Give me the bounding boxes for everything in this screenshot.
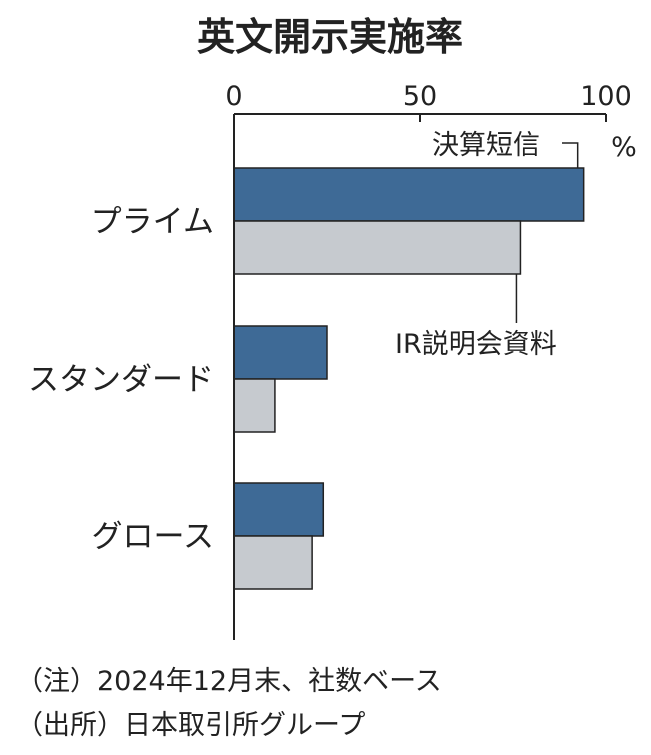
bar-kessan-2 bbox=[233, 482, 325, 537]
footnote-source: （出所）日本取引所グループ bbox=[16, 710, 365, 741]
x-tick-label: 0 bbox=[225, 81, 242, 112]
x-tick-label: 50 bbox=[403, 81, 437, 112]
bar-ir-1 bbox=[233, 378, 276, 433]
category-label: グロース bbox=[92, 519, 214, 555]
leader-kessan bbox=[562, 142, 579, 168]
x-tick-label: 100 bbox=[580, 81, 632, 112]
series-label-kessan-tanshin: 決算短信 bbox=[432, 130, 540, 161]
category-label: スタンダード bbox=[28, 362, 214, 398]
bar-kessan-0 bbox=[233, 167, 585, 222]
bar-kessan-1 bbox=[233, 325, 328, 380]
chart-title: 英文開示実施率 bbox=[197, 15, 463, 59]
x-axis-ticks: 0 50 100 bbox=[225, 81, 632, 122]
bar-ir-2 bbox=[233, 535, 313, 590]
series-label-ir-setsumeikai: IR説明会資料 bbox=[395, 329, 557, 360]
footnote-note: （注）2024年12月末、社数ベース bbox=[16, 666, 442, 697]
bar-ir-0 bbox=[233, 220, 522, 275]
category-label: プライム bbox=[91, 204, 214, 240]
unit-label: % bbox=[611, 132, 637, 163]
series-label-leaders bbox=[515, 142, 579, 323]
bars bbox=[233, 167, 585, 590]
